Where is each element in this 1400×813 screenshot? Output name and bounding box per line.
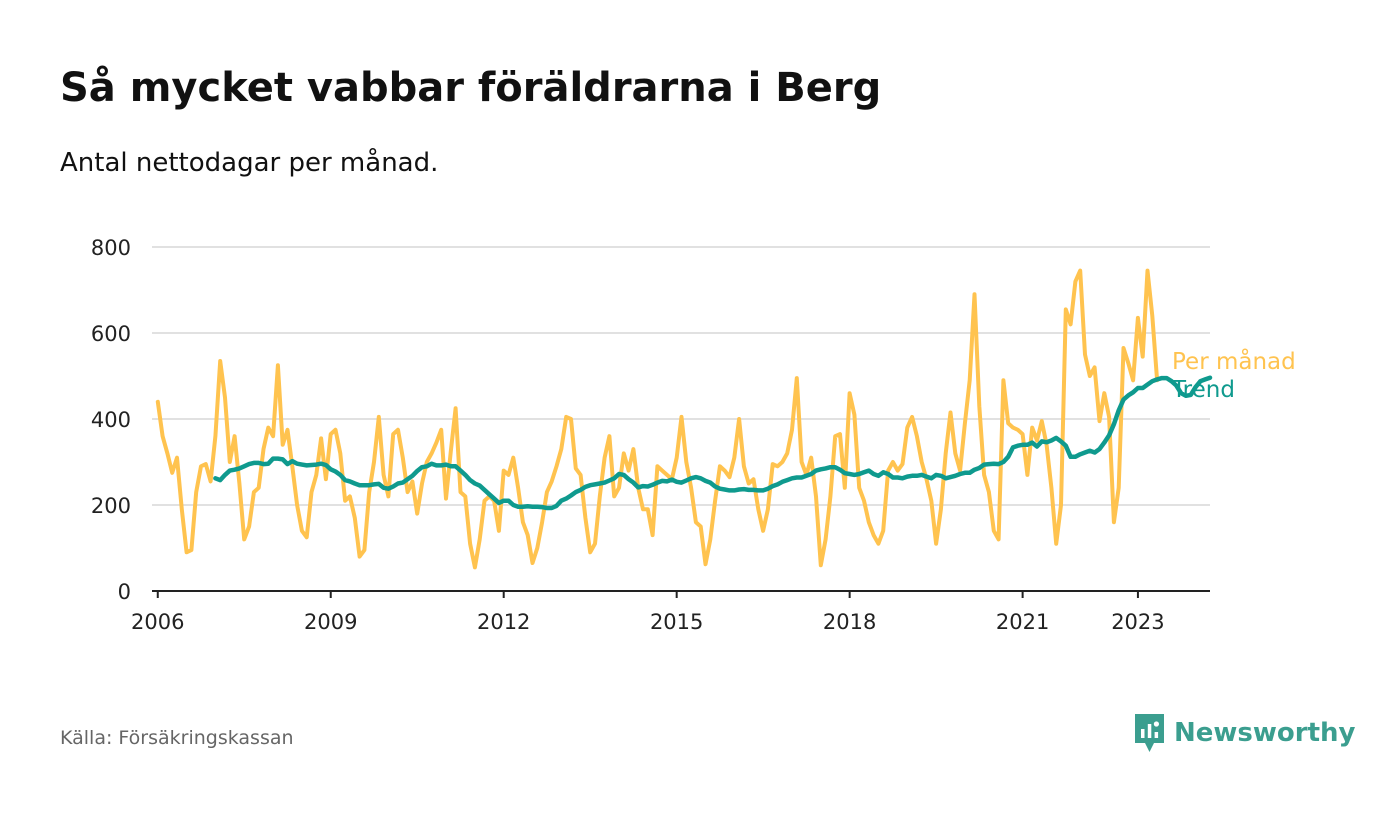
y-tick-label-400: 400 — [91, 408, 131, 432]
gridlines — [152, 246, 1210, 506]
brand-logo: Newsworthy — [1133, 712, 1355, 754]
x-tick-label-2018: 2018 — [823, 610, 876, 634]
legend-label-trend: Trend — [1171, 377, 1235, 403]
legend-label-monthly: Per månad — [1172, 347, 1296, 375]
brand-name: Newsworthy — [1174, 718, 1356, 748]
y-tick-label-0: 0 — [118, 580, 131, 604]
series — [155, 268, 1213, 570]
x-tick-label-2021: 2021 — [996, 610, 1049, 634]
source-note: Källa: Försäkringskassan — [60, 727, 294, 749]
newsworthy-logo-icon — [1135, 714, 1164, 752]
trend-series-line — [213, 375, 1213, 511]
x-tick-label-2015: 2015 — [650, 610, 703, 634]
y-tick-label-800: 800 — [91, 236, 131, 260]
chart-subtitle: Antal nettodagar per månad. — [60, 148, 439, 178]
x-tick-label-2023: 2023 — [1111, 610, 1164, 634]
y-tick-label-200: 200 — [91, 494, 131, 518]
y-axis-ticks: 0 200 400 600 800 — [91, 236, 131, 604]
x-axis-ticks: 2006 2009 2012 2015 2018 2021 2023 — [131, 590, 1210, 634]
x-tick-label-2006: 2006 — [131, 610, 184, 634]
x-tick-label-2009: 2009 — [304, 610, 357, 634]
x-tick-label-2012: 2012 — [477, 610, 530, 634]
chart-title: Så mycket vabbar föräldrarna i Berg — [60, 65, 882, 111]
y-tick-label-600: 600 — [91, 322, 131, 346]
